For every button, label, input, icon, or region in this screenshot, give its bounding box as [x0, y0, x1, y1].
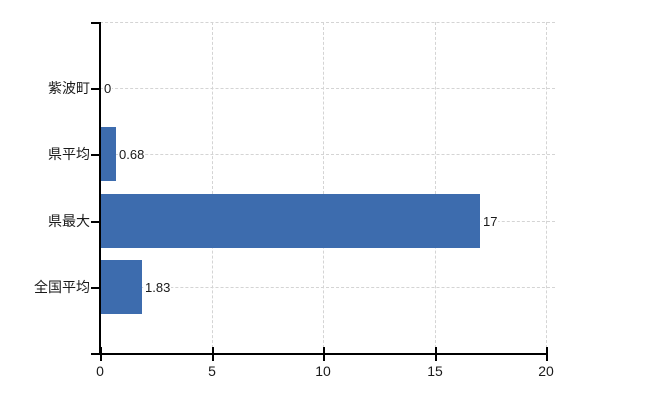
x-axis-tick	[323, 347, 325, 361]
x-axis-tick	[212, 347, 214, 361]
y-axis-tick	[91, 353, 100, 355]
y-axis-line	[99, 22, 101, 354]
bar-value-label: 0	[103, 81, 113, 96]
bar	[101, 260, 142, 314]
gridline-horizontal	[100, 88, 555, 90]
gridline-vertical	[546, 22, 548, 353]
y-axis-tick	[91, 287, 100, 289]
y-axis-tick	[91, 88, 100, 90]
category-label: 全国平均	[34, 279, 90, 295]
x-axis-tick-label: 0	[96, 363, 104, 379]
x-axis-tick-label: 20	[538, 363, 554, 379]
x-axis-tick	[546, 347, 548, 361]
x-axis-tick	[100, 347, 102, 361]
gridline-horizontal	[100, 22, 555, 24]
gridline-vertical	[323, 22, 325, 353]
bar	[101, 127, 116, 181]
x-axis-tick-label: 5	[208, 363, 216, 379]
category-label: 県平均	[48, 146, 90, 162]
bar-value-label: 1.83	[144, 280, 172, 295]
gridline-horizontal	[100, 154, 555, 156]
bar-value-label: 0.68	[118, 147, 146, 162]
y-axis-tick	[91, 221, 100, 223]
y-axis-tick	[91, 22, 100, 24]
x-axis-tick-label: 15	[427, 363, 443, 379]
bar-value-label: 17	[482, 214, 499, 229]
gridline-vertical	[435, 22, 437, 353]
category-label: 紫波町	[48, 80, 90, 96]
gridline-horizontal	[100, 287, 555, 289]
y-axis-tick	[91, 154, 100, 156]
x-axis-tick	[435, 347, 437, 361]
x-axis-tick-label: 10	[315, 363, 331, 379]
category-label: 県最大	[48, 213, 90, 229]
gridline-vertical	[212, 22, 214, 353]
bar	[101, 194, 480, 248]
